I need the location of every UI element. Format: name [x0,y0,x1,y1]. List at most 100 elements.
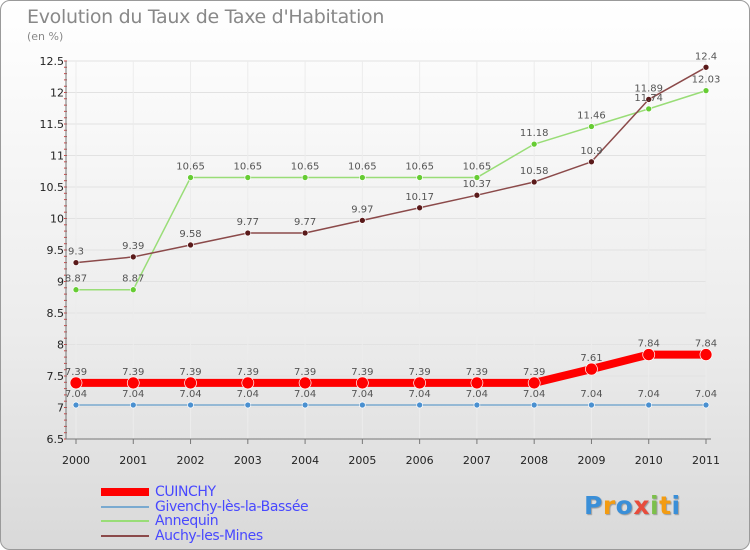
data-label: 10.65 [348,162,377,173]
data-label: 10.65 [463,162,492,173]
data-point [530,401,538,409]
proxiti-logo: Proxiti [584,491,681,520]
y-tick-label: 10 [50,213,64,226]
data-point [699,348,713,361]
legend-item: CUINCHY [101,485,308,500]
data-label: 11.46 [577,111,606,122]
data-point [702,401,710,409]
legend-label: Annequin [155,513,219,530]
data-label: 7.04 [466,389,488,400]
data-label: 7.04 [695,389,717,400]
data-label: 7.84 [638,339,660,350]
data-point [702,87,710,94]
data-point [359,217,366,224]
data-label: 7.39 [122,367,144,378]
data-label: 12.4 [695,51,717,62]
data-point [473,174,481,181]
data-label: 11.18 [520,128,549,139]
legend-swatch [101,488,149,497]
data-label: 7.04 [351,389,373,400]
data-label: 9.97 [351,204,373,215]
data-point [187,174,194,181]
data-label: 10.65 [405,162,434,173]
data-label: 11.89 [634,83,663,94]
data-point [642,348,656,361]
chart-subtitle: (en %) [27,30,64,43]
data-point [470,376,484,390]
x-tick-label: 2005 [348,454,376,467]
data-point [473,191,481,199]
data-label: 10.65 [176,162,205,173]
series-line [76,350,706,387]
data-point [530,140,538,148]
data-point [416,401,423,409]
data-point [301,229,309,237]
data-point [416,204,423,212]
data-point [585,362,598,376]
x-tick-label: 2004 [291,454,319,467]
data-label: 9.39 [122,241,144,252]
data-label: 9.77 [237,217,259,228]
data-point [301,401,309,409]
data-label: 10.17 [405,192,434,203]
data-point [588,401,595,409]
data-point [72,286,80,294]
x-tick-label: 2010 [635,454,663,467]
data-point [244,229,252,237]
x-tick-label: 2002 [177,454,205,467]
data-label: 9.77 [294,217,316,228]
x-tick-label: 2006 [406,454,434,467]
data-point [244,401,252,409]
data-label: 10.9 [580,146,602,157]
data-point [244,174,252,181]
data-label: 9.3 [68,247,84,258]
data-point [416,174,423,181]
legend-swatch [101,534,149,537]
data-label: 12.03 [692,75,721,86]
data-label: 10.65 [233,162,262,173]
data-label: 7.04 [523,389,545,400]
legend-item: Annequin [101,514,308,529]
legend-label: CUINCHY [155,484,216,501]
data-point [187,401,194,409]
data-point [72,401,80,409]
data-label: 7.04 [409,389,431,400]
data-point [527,376,541,390]
data-point [184,376,197,390]
data-label: 7.39 [523,367,545,378]
y-tick-label: 8 [57,339,64,352]
data-point [356,376,369,390]
data-label: 7.39 [409,367,431,378]
x-tick-label: 2000 [62,454,90,467]
y-tick-label: 7 [57,402,64,415]
data-point [413,376,426,390]
series-line [76,89,707,291]
data-point [298,376,312,390]
y-tick-label: 11 [50,150,64,163]
data-label: 7.04 [122,389,144,400]
chart-title: Evolution du Taux de Taxe d'Habitation [27,6,385,28]
data-label: 7.39 [179,367,201,378]
data-point [129,286,137,294]
data-label: 9.58 [179,229,201,240]
legend: CUINCHY Givenchy-lès-la-Bassée Annequin Auc… [101,485,309,544]
data-label: 7.04 [179,389,201,400]
data-label: 7.39 [294,367,316,378]
data-label: 7.04 [294,389,316,400]
y-tick-label: 12.5 [40,55,65,68]
data-point [359,401,366,409]
y-tick-label: 9.5 [47,244,65,257]
data-point [129,253,137,261]
x-tick-label: 2007 [463,454,491,467]
x-tick-label: 2001 [119,454,147,467]
data-point [473,401,481,409]
legend-label: Auchy-les-Mines [155,527,263,544]
y-tick-label: 12 [50,87,64,100]
x-tick-label: 2003 [234,454,262,467]
x-tick-label: 2008 [520,454,548,467]
y-tick-label: 7.5 [47,370,65,383]
y-tick-label: 6.5 [47,433,65,446]
data-label: 10.58 [520,166,549,177]
